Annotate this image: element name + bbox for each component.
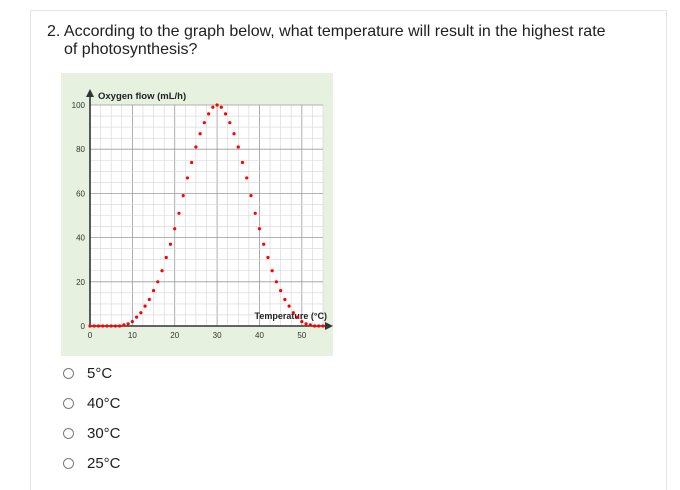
data-point	[279, 289, 283, 293]
data-point	[173, 227, 177, 231]
y-axis-label: Oxygen flow (mL/h)	[98, 91, 186, 102]
data-point	[287, 304, 291, 308]
data-point	[151, 289, 156, 293]
data-point	[198, 132, 202, 136]
data-point	[135, 315, 139, 319]
y-tick-label: 80	[76, 145, 85, 154]
answer-options: 5°C 40°C 30°C 25°C	[63, 358, 121, 478]
data-point	[215, 103, 219, 107]
chart-svg: 0 20 40 60 80 100 0 10 20 30 40 50 Oxygen flow (mL/h…	[72, 89, 333, 340]
y-axis-arrow	[86, 89, 94, 97]
data-point	[240, 160, 245, 165]
question-number: 2.	[47, 23, 61, 40]
data-point	[113, 324, 118, 328]
data-point	[147, 297, 151, 302]
data-point	[96, 324, 101, 328]
data-point	[245, 176, 249, 180]
data-point	[105, 324, 109, 328]
option-label: 5°C	[87, 364, 113, 382]
x-tick-label: 30	[213, 331, 222, 340]
question-text: 2. According to the graph below, what te…	[47, 23, 647, 59]
data-point	[257, 227, 262, 231]
data-point	[308, 323, 312, 327]
data-point	[211, 105, 215, 109]
data-point	[228, 121, 232, 125]
data-point	[190, 160, 194, 165]
y-tick-label: 100	[72, 101, 86, 110]
data-point	[101, 324, 105, 328]
data-point	[194, 145, 198, 149]
data-point	[270, 269, 274, 273]
data-point	[177, 211, 181, 215]
data-point	[126, 322, 130, 326]
x-axis-label: Temperature (°C)	[255, 311, 327, 321]
data-point	[232, 132, 236, 136]
option-40c[interactable]: 40°C	[63, 388, 121, 418]
radio-button[interactable]	[63, 397, 74, 409]
question-card: 2. According to the graph below, what te…	[30, 10, 667, 490]
data-point	[312, 324, 317, 328]
option-5c[interactable]: 5°C	[63, 358, 121, 388]
question-line-1: According to the graph below, what tempe…	[63, 23, 606, 40]
x-tick-label: 10	[128, 331, 137, 340]
option-25c[interactable]: 25°C	[63, 448, 121, 478]
data-point	[168, 242, 173, 246]
data-point	[223, 112, 228, 116]
data-point	[274, 280, 278, 284]
x-tick-label: 20	[170, 331, 179, 340]
option-30c[interactable]: 30°C	[63, 418, 121, 448]
data-point	[202, 121, 206, 125]
data-point	[143, 304, 147, 308]
data-point	[139, 311, 143, 315]
data-point	[295, 315, 300, 319]
data-point	[185, 176, 190, 180]
data-point	[109, 324, 113, 328]
data-point	[181, 194, 185, 198]
data-point	[130, 319, 134, 324]
data-point	[236, 145, 240, 149]
data-point	[249, 194, 253, 198]
question-line-2: of photosynthesis?	[64, 41, 198, 58]
y-tick-label: 20	[76, 278, 85, 287]
data-point	[88, 324, 92, 328]
data-point	[160, 269, 164, 273]
data-point	[253, 211, 257, 215]
option-label: 40°C	[87, 394, 121, 412]
data-point	[321, 324, 325, 328]
data-point	[207, 112, 211, 116]
data-point	[164, 255, 168, 260]
x-tick-label: 40	[255, 331, 264, 340]
radio-button[interactable]	[63, 427, 74, 439]
radio-button[interactable]	[63, 367, 74, 379]
y-tick-label: 60	[76, 189, 85, 198]
data-point	[122, 323, 126, 327]
data-point	[304, 322, 308, 326]
x-tick-label: 0	[88, 331, 93, 340]
photosynthesis-chart: 0 20 40 60 80 100 0 10 20 30 40 50 Oxygen flow (mL/h…	[61, 73, 333, 356]
data-point	[219, 105, 223, 109]
y-tick-label: 0	[81, 322, 86, 331]
x-axis-arrow	[325, 322, 333, 330]
data-point	[118, 324, 122, 328]
data-point	[291, 311, 295, 315]
radio-button[interactable]	[63, 457, 74, 469]
option-label: 25°C	[87, 454, 121, 472]
option-label: 30°C	[87, 424, 121, 442]
data-point	[317, 324, 321, 328]
data-point	[266, 255, 270, 260]
x-tick-label: 50	[297, 331, 306, 340]
data-point	[283, 297, 287, 302]
data-point	[300, 319, 304, 324]
data-point	[156, 280, 160, 284]
data-point	[262, 242, 266, 246]
y-tick-label: 40	[76, 234, 85, 243]
data-point	[92, 324, 96, 328]
